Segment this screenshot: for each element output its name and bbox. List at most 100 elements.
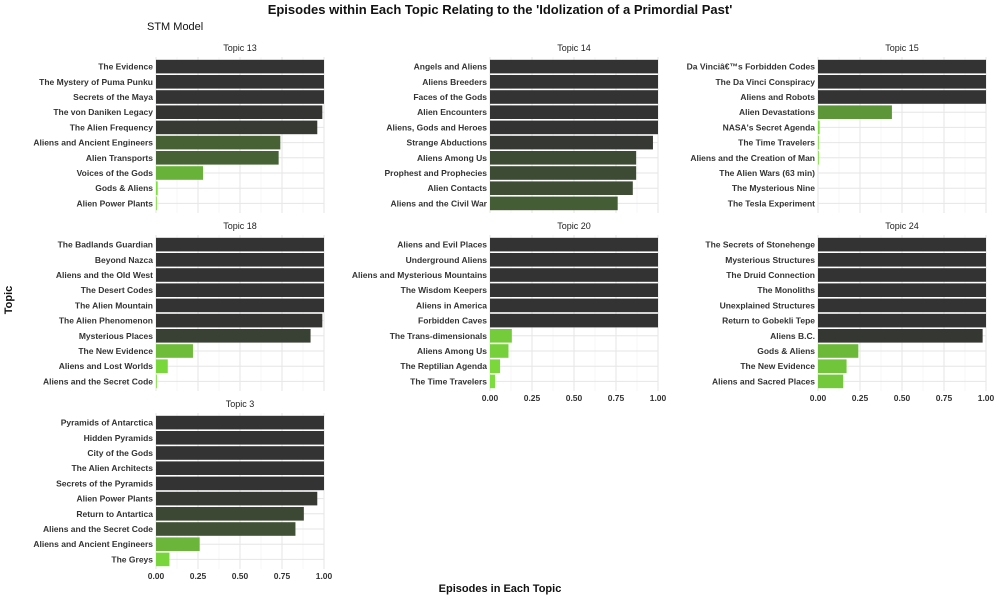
category-label: Alien Power Plants — [76, 198, 153, 208]
category-label: Hidden Pyramids — [84, 433, 154, 443]
bar — [818, 151, 819, 165]
facet-strip-label: Topic 18 — [223, 221, 257, 231]
bar — [156, 415, 324, 430]
category-label: The Wisdom Keepers — [401, 285, 488, 295]
x-tick-label: 0.00 — [810, 393, 827, 403]
category-label: Aliens and the Secret Code — [43, 376, 153, 386]
category-label: Aliens and the Old West — [56, 270, 153, 280]
x-tick-label: 0.25 — [190, 571, 207, 581]
bar — [156, 196, 157, 211]
category-label: Aliens in America — [416, 300, 487, 310]
bar — [490, 359, 501, 373]
category-label: The Time Travelers — [738, 138, 815, 148]
x-tick-label: 0.50 — [232, 571, 249, 581]
bar — [156, 344, 193, 358]
bar — [490, 374, 496, 389]
category-label: The Monoliths — [757, 285, 815, 295]
category-label: Underground Aliens — [406, 255, 488, 265]
bar — [818, 59, 986, 74]
chart-subtitle: STM Model — [147, 21, 204, 33]
category-label: Aliens and Mysterious Mountains — [352, 270, 487, 280]
category-label: The Alien Frequency — [70, 122, 154, 132]
bar — [156, 313, 323, 328]
category-label: The Time Travelers — [410, 376, 487, 386]
bar — [818, 313, 986, 328]
bar — [156, 374, 157, 389]
bar — [156, 552, 170, 567]
x-tick-label: 0.00 — [482, 393, 499, 403]
x-tick-label: 0.00 — [148, 571, 165, 581]
facet-topic-14: Topic 14 Angels and Aliens Aliens Breeders… — [385, 43, 659, 213]
bar — [156, 298, 324, 313]
category-label: The Mysterious Nine — [732, 183, 815, 193]
category-label: The Badlands Guardian — [58, 240, 153, 250]
category-label: Aliens and the Creation of Man — [690, 153, 815, 163]
x-tick-label: 1.00 — [650, 393, 667, 403]
category-label: Aliens and Ancient Engineers — [33, 539, 153, 549]
facet-strip-label: Topic 13 — [223, 43, 257, 53]
bar — [156, 476, 324, 491]
facet-topic-18: Topic 18 The Badlands Guardian Beyond Nazc… — [43, 221, 325, 391]
category-label: The New Evidence — [78, 346, 153, 356]
category-label: The Alien Phenomenon — [59, 316, 153, 326]
bar — [156, 181, 158, 195]
category-label: The Tesla Experiment — [728, 198, 815, 208]
facet-topic-15: Topic 15 Da Vinciâ€™s Forbidden Codes The … — [687, 43, 987, 213]
category-label: Aliens Among Us — [417, 153, 487, 163]
bar — [156, 431, 324, 445]
category-label: Secrets of the Maya — [73, 92, 153, 102]
bar — [490, 298, 658, 313]
bar — [490, 105, 658, 119]
category-label: Aliens and Evil Places — [397, 240, 487, 250]
category-label: Mysterious Places — [79, 331, 153, 341]
facet-topic-20: Topic 20 Aliens and Evil Places Undergroun… — [352, 221, 667, 403]
facet-strip-label: Topic 14 — [557, 43, 591, 53]
category-label: The Da Vinci Conspiracy — [715, 77, 815, 87]
category-label: Alien Power Plants — [76, 494, 153, 504]
bar — [156, 461, 324, 475]
bar — [156, 166, 204, 180]
bar — [490, 181, 633, 195]
bar — [490, 253, 658, 267]
bar — [156, 359, 168, 373]
category-label: The Alien Architects — [71, 463, 153, 473]
bar — [818, 359, 847, 373]
bar — [490, 268, 658, 282]
category-label: Aliens and Lost Worlds — [59, 361, 154, 371]
x-tick-label: 0.50 — [894, 393, 911, 403]
gridlines — [817, 57, 987, 213]
category-label: Aliens, Gods and Heroes — [386, 122, 487, 132]
bar — [818, 329, 983, 343]
category-label: Aliens and Ancient Engineers — [33, 138, 153, 148]
category-label: The Secrets of Stonehenge — [705, 240, 815, 250]
bar — [818, 268, 986, 282]
category-label: Mysterious Structures — [725, 255, 815, 265]
x-tick-label: 0.75 — [274, 571, 291, 581]
bar — [818, 344, 859, 358]
x-tick-label: 0.25 — [852, 393, 869, 403]
bar — [156, 522, 296, 536]
category-label: Aliens B.C. — [770, 331, 815, 341]
category-label: Alien Devastations — [739, 107, 815, 117]
bar — [818, 90, 986, 104]
category-label: Strange Abductions — [407, 138, 488, 148]
x-tick-label: 1.00 — [316, 571, 333, 581]
category-label: Secrets of the Pyramids — [56, 478, 153, 488]
category-label: Faces of the Gods — [413, 92, 487, 102]
bar — [490, 151, 637, 165]
category-label: Gods & Aliens — [757, 346, 815, 356]
category-label: Return to Gobekli Tepe — [722, 316, 815, 326]
bar — [156, 237, 324, 252]
category-label: Aliens Among Us — [417, 346, 487, 356]
bar — [490, 329, 512, 343]
category-label: Forbidden Caves — [418, 316, 487, 326]
category-label: NASA's Secret Agenda — [723, 122, 816, 132]
bar — [818, 105, 892, 119]
x-tick-label: 0.50 — [566, 393, 583, 403]
bar — [156, 90, 324, 104]
bar — [156, 151, 279, 165]
x-tick-label: 0.75 — [936, 393, 953, 403]
category-label: Aliens and the Civil War — [390, 198, 487, 208]
category-label: The Alien Mountain — [75, 300, 153, 310]
